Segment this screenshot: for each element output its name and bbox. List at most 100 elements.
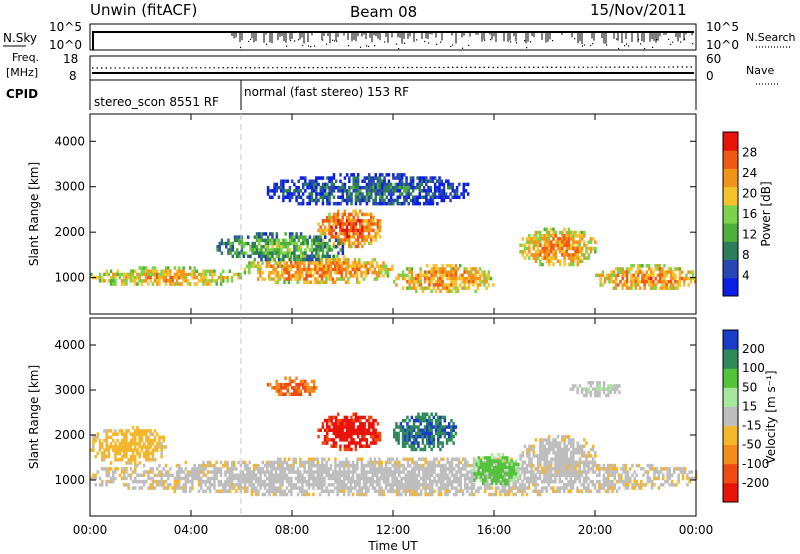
echo-cell <box>339 222 342 226</box>
echo-cell <box>439 467 443 471</box>
nsearch-tick-top: 10^5 <box>706 20 739 34</box>
echo-cell <box>397 431 400 436</box>
echo-cell <box>129 473 133 477</box>
echo-cell <box>248 264 251 268</box>
echo-cell <box>299 476 302 481</box>
echo-cell <box>580 237 584 241</box>
echo-cell <box>352 222 355 226</box>
echo-cell <box>497 472 500 476</box>
echo-cell <box>432 270 436 274</box>
echo-cell <box>164 486 168 490</box>
echo-cell <box>659 467 663 471</box>
echo-cell <box>349 486 353 490</box>
echo-cell <box>572 441 575 445</box>
echo-cell <box>650 270 653 274</box>
echo-cell <box>255 476 258 481</box>
echo-cell <box>305 460 309 465</box>
echo-cell <box>510 489 513 493</box>
echo-cell <box>312 473 315 477</box>
echo-cell <box>501 465 505 470</box>
echo-cell <box>338 476 342 481</box>
colorbar-segment <box>723 150 738 169</box>
echo-cell <box>395 434 398 439</box>
echo-cell <box>182 275 185 280</box>
echo-cell <box>380 270 383 275</box>
echo-cell <box>288 489 291 493</box>
echo-cell <box>257 479 260 484</box>
echo-cell <box>184 479 188 484</box>
echo-cell <box>147 282 150 286</box>
echo-cell <box>567 441 571 445</box>
echo-cell <box>222 463 225 468</box>
echo-cell <box>160 269 163 273</box>
echo-cell <box>536 483 540 487</box>
echo-cell <box>458 182 461 187</box>
echo-cell <box>363 225 366 229</box>
echo-cell <box>412 438 416 442</box>
echo-cell <box>377 270 381 275</box>
echo-cell <box>330 189 333 193</box>
echo-cell <box>580 470 584 474</box>
echo-cell <box>298 264 302 268</box>
echo-cell <box>478 276 482 281</box>
echo-cell <box>105 479 108 484</box>
echo-cell <box>670 483 674 487</box>
echo-cell <box>347 258 350 262</box>
echo-cell <box>450 270 453 274</box>
echo-cell <box>374 192 377 196</box>
echo-cell <box>561 467 564 471</box>
echo-cell <box>631 483 634 487</box>
echo-cell <box>453 189 457 193</box>
echo-cell <box>268 473 271 477</box>
echo-cell <box>343 228 347 233</box>
echo-cell <box>274 274 277 278</box>
echo-cell <box>420 492 423 497</box>
echo-cell <box>276 274 280 278</box>
echo-cell <box>351 486 355 490</box>
echo-cell <box>193 467 196 471</box>
echo-cell <box>213 463 216 468</box>
echo-cell <box>301 486 304 490</box>
echo-cell <box>450 438 453 442</box>
echo-cell <box>545 467 549 471</box>
echo-cell <box>677 479 680 484</box>
echo-cell <box>426 473 430 477</box>
echo-cell <box>222 483 225 487</box>
echo-cell <box>477 456 480 460</box>
echo-cell <box>363 425 366 429</box>
echo-cell <box>281 479 284 484</box>
echo-cell <box>461 489 465 493</box>
echo-cell <box>443 273 447 278</box>
echo-cell <box>263 470 267 474</box>
echo-cell <box>473 465 476 470</box>
echo-cell <box>580 473 584 477</box>
echo-cell <box>308 254 312 259</box>
echo-cell <box>343 486 346 490</box>
echo-cell <box>359 415 362 420</box>
echo-cell <box>289 267 293 272</box>
echo-cell <box>330 176 333 180</box>
echo-cell <box>385 182 388 187</box>
echo-cell <box>594 246 597 251</box>
echo-cell <box>417 483 421 487</box>
echo-cell <box>409 470 412 474</box>
echo-cell <box>609 463 612 468</box>
echo-cell <box>481 270 484 274</box>
echo-cell <box>676 283 679 287</box>
echo-cell <box>532 256 535 260</box>
echo-cell <box>576 259 579 264</box>
echo-cell <box>347 463 350 468</box>
echo-cell <box>550 467 553 471</box>
echo-cell <box>497 457 500 461</box>
echo-cell <box>439 486 443 490</box>
echo-cell <box>565 246 568 251</box>
echo-cell <box>259 473 262 477</box>
echo-cell <box>445 283 449 287</box>
echo-cell <box>200 272 203 277</box>
echo-cell <box>370 441 373 445</box>
echo-cell <box>398 185 402 190</box>
echo-cell <box>303 470 306 474</box>
echo-cell <box>654 283 657 287</box>
echo-cell <box>442 457 445 461</box>
echo-cell <box>334 457 337 461</box>
